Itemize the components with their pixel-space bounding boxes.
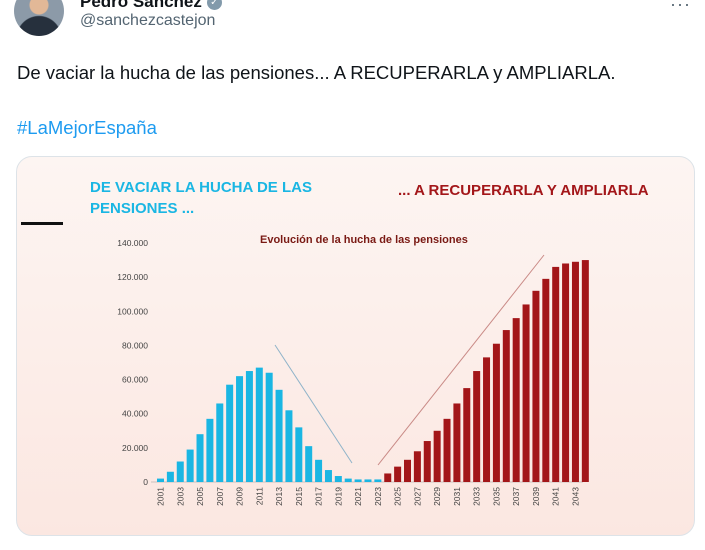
x-tick-label: 2025 xyxy=(393,487,403,506)
bar-left xyxy=(324,470,332,482)
bar-right xyxy=(404,459,411,482)
pension-fund-chart: DE VACIAR LA HUCHA DE LAS PENSIONES ... … xyxy=(21,179,649,506)
x-tick-label: 2011 xyxy=(254,487,264,506)
x-tick-label: 2039 xyxy=(531,487,541,506)
bar-left xyxy=(196,434,204,482)
y-tick-label: 20.000 xyxy=(122,443,148,453)
tweet-text: De vaciar la hucha de las pensiones... A… xyxy=(17,62,616,83)
headline-left-line2: PENSIONES ... xyxy=(90,200,194,217)
x-tick-label: 2003 xyxy=(175,487,185,506)
x-tick-label: 2015 xyxy=(294,487,304,506)
bar-left xyxy=(166,471,174,482)
bar-right xyxy=(532,290,540,482)
bar-left xyxy=(285,410,293,482)
x-tick-label: 2017 xyxy=(314,487,324,506)
bar-right xyxy=(492,343,500,482)
bar-right xyxy=(384,473,392,482)
x-tick-label: 2021 xyxy=(353,487,363,506)
more-options-icon[interactable]: ··· xyxy=(670,0,691,14)
bar-right xyxy=(463,388,471,482)
x-tick-label: 2007 xyxy=(215,487,225,506)
bar-left xyxy=(265,372,273,482)
bar-left xyxy=(157,478,164,482)
bar-left xyxy=(295,427,303,482)
bar-right xyxy=(453,403,461,482)
x-tick-label: 2037 xyxy=(511,487,521,506)
bar-right xyxy=(581,260,589,482)
x-tick-label: 2001 xyxy=(156,487,166,506)
bar-right xyxy=(571,261,579,482)
bar-right xyxy=(552,266,560,482)
x-tick-label: 2033 xyxy=(472,487,482,506)
x-tick-label: 2043 xyxy=(570,487,580,506)
x-tick-label: 2029 xyxy=(432,487,442,506)
bar-left xyxy=(374,479,382,482)
x-tick-label: 2031 xyxy=(452,487,462,506)
y-tick-label: 140.000 xyxy=(117,238,148,248)
bar-left xyxy=(226,384,234,482)
bar-left xyxy=(255,367,263,482)
bar-right xyxy=(443,418,451,482)
bar-right xyxy=(522,304,530,482)
bar-right xyxy=(483,357,491,482)
y-tick-label: 80.000 xyxy=(122,340,148,350)
bar-left xyxy=(305,446,313,482)
display-name[interactable]: Pedro Sánchez ✓ xyxy=(80,0,222,12)
bar-right xyxy=(542,278,550,482)
trend-line-up xyxy=(377,254,545,466)
bar-left xyxy=(236,376,244,482)
bar-right xyxy=(502,330,510,482)
bar-right xyxy=(512,318,520,482)
bar-left xyxy=(364,479,372,482)
x-tick-label: 2023 xyxy=(373,487,383,506)
black-dash xyxy=(21,222,63,225)
bar-right xyxy=(423,441,431,482)
bar-right xyxy=(413,451,421,482)
display-name-text: Pedro Sánchez xyxy=(80,0,202,11)
x-tick-label: 2035 xyxy=(491,487,501,506)
y-tick-label: 40.000 xyxy=(122,409,148,419)
x-tick-label: 2013 xyxy=(274,487,284,506)
x-tick-label: 2041 xyxy=(551,487,561,506)
x-tick-label: 2027 xyxy=(412,487,422,506)
bar-left xyxy=(216,403,224,482)
bar-right xyxy=(562,263,570,482)
avatar[interactable] xyxy=(14,0,64,36)
trend-line-down xyxy=(274,344,353,464)
hashtag-link[interactable]: #LaMejorEspaña xyxy=(17,117,157,138)
y-tick-label: 60.000 xyxy=(122,375,148,385)
x-tick-label: 2009 xyxy=(235,487,245,506)
bar-left xyxy=(245,371,253,482)
headline-right: ... A RECUPERARLA Y AMPLIARLA xyxy=(398,182,649,199)
bar-left xyxy=(176,461,184,482)
bar-left xyxy=(275,389,283,482)
tweet-image-card[interactable]: DE VACIAR LA HUCHA DE LAS PENSIONES ... … xyxy=(16,156,695,536)
x-tick-label: 2019 xyxy=(333,487,343,506)
bar-left xyxy=(354,479,362,482)
y-tick-label: 100.000 xyxy=(117,306,148,316)
bar-left xyxy=(186,449,194,482)
bar-left xyxy=(315,459,323,482)
handle[interactable]: @sanchezcastejon xyxy=(80,12,216,29)
y-tick-label: 0 xyxy=(143,477,148,487)
bar-left xyxy=(206,418,214,482)
bar-left xyxy=(344,478,352,482)
verified-badge-icon: ✓ xyxy=(206,0,222,10)
x-tick-label: 2005 xyxy=(195,487,205,506)
bar-right xyxy=(473,371,481,482)
y-tick-label: 120.000 xyxy=(117,272,148,282)
bar-left xyxy=(334,476,342,482)
chart-title: Evolución de la hucha de las pensiones xyxy=(260,234,468,246)
headline-left-line1: DE VACIAR LA HUCHA DE LAS xyxy=(90,179,312,196)
bar-right xyxy=(433,430,441,482)
bar-right xyxy=(394,466,402,482)
